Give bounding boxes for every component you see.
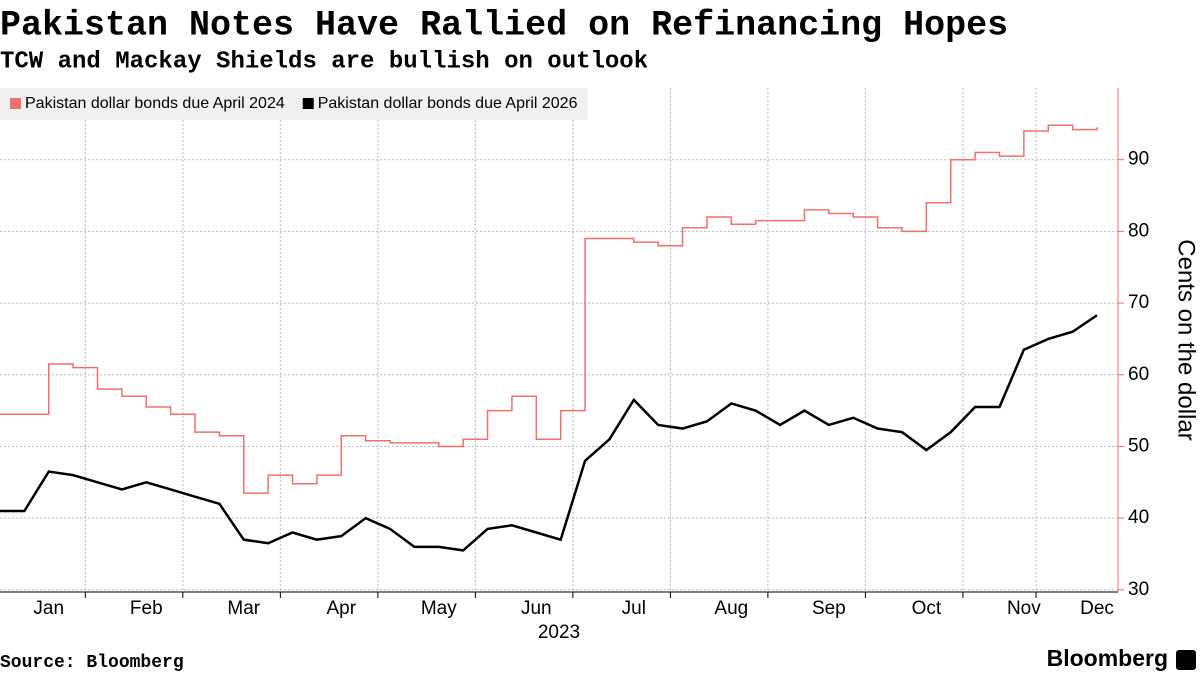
y-tick-label: 50 <box>1128 435 1149 456</box>
x-tick-label: Jul <box>622 598 646 619</box>
x-tick-label: Feb <box>130 598 163 619</box>
legend-label: Pakistan dollar bonds due April 2026 <box>318 95 578 112</box>
chart-subtitle: TCW and Mackay Shields are bullish on ou… <box>0 48 648 75</box>
y-tick-label: 30 <box>1128 579 1149 600</box>
x-tick-label: Jan <box>33 598 64 619</box>
x-tick-label: Sep <box>812 598 846 619</box>
x-tick-label: Apr <box>326 598 356 619</box>
y-tick-label: 80 <box>1128 220 1149 241</box>
x-tick-label: Nov <box>1007 598 1041 619</box>
legend: Pakistan dollar bonds due April 2024 Paki… <box>0 88 588 120</box>
series-line <box>0 124 1098 494</box>
y-tick-label: 40 <box>1128 507 1149 528</box>
x-tick-label: Jun <box>521 598 552 619</box>
series-line <box>0 314 1098 552</box>
x-tick-label: May <box>421 598 457 619</box>
x-tick-label: Aug <box>714 598 748 619</box>
source: Source: Bloomberg <box>0 653 184 673</box>
y-tick-label: 60 <box>1128 364 1149 385</box>
legend-swatch <box>302 98 314 109</box>
legend-label: Pakistan dollar bonds due April 2024 <box>25 95 285 112</box>
legend-background <box>0 88 588 120</box>
x-tick-label: Mar <box>227 598 260 619</box>
y-tick-label: 70 <box>1128 292 1149 313</box>
legend-swatch <box>10 98 21 109</box>
x-axis-label: 2023 <box>538 622 580 643</box>
x-tick-label: Dec <box>1080 598 1114 619</box>
logo-icon <box>1176 650 1196 670</box>
y-axis-label: Cents on the dollar <box>1173 239 1200 440</box>
chart-title: Pakistan Notes Have Rallied on Refinanci… <box>0 5 1008 45</box>
x-tick-label: Oct <box>912 598 942 619</box>
logo: Bloomberg <box>1047 645 1168 671</box>
y-tick-label: 90 <box>1128 149 1149 170</box>
